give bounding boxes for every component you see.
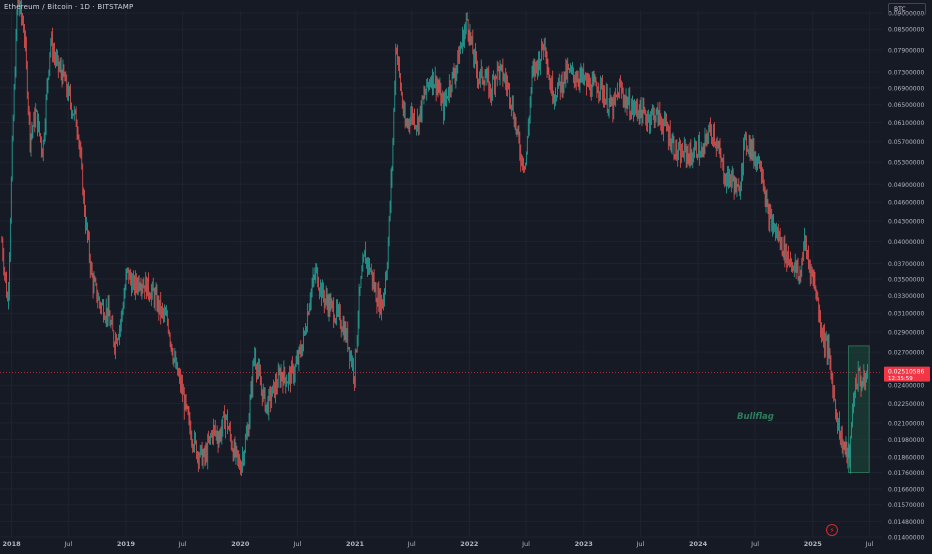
y-tick-label: 0.06100000	[888, 120, 924, 127]
x-tick-label: 2022	[460, 540, 478, 548]
y-tick-label: 0.02700000	[888, 350, 924, 357]
y-tick-label: 0.04300000	[888, 219, 924, 226]
y-tick-label: 0.06900000	[888, 85, 924, 92]
y-tick-label: 0.04900000	[888, 182, 924, 189]
x-tick-label: 2020	[231, 540, 250, 548]
y-tick-label: 0.01480000	[888, 519, 924, 526]
y-tick-label: 0.08500000	[888, 27, 924, 34]
x-tick-label: 2021	[346, 540, 365, 548]
x-tick-label: Jul	[750, 540, 759, 548]
x-tick-label: 2024	[689, 540, 708, 548]
symbol-title: Ethereum / Bitcoin · 1D · BITSTAMP	[4, 3, 134, 11]
current-price-value: 0.02510586	[888, 369, 924, 376]
y-tick-label: 0.01400000	[888, 535, 924, 542]
y-tick-label: 0.01570000	[888, 502, 924, 509]
y-tick-label: 0.01760000	[888, 470, 924, 477]
current-price-countdown: 12:35:59	[888, 376, 913, 382]
y-tick-label: 0.01660000	[888, 487, 924, 494]
y-tick-label: 0.02900000	[888, 329, 924, 336]
bullflag-box	[848, 345, 870, 473]
lightning-icon[interactable]: ⚡	[826, 524, 838, 536]
x-tick-label: Jul	[865, 540, 874, 548]
y-tick-label: 0.07300000	[888, 70, 924, 77]
y-tick-label: 0.01860000	[888, 455, 924, 462]
y-tick-label: 0.03500000	[888, 277, 924, 284]
current-price-tag	[884, 366, 930, 382]
x-tick-label: Jul	[63, 540, 72, 548]
y-tick-label: 0.04600000	[888, 200, 924, 207]
y-tick-label: 0.03100000	[888, 311, 924, 318]
x-tick-label: 2019	[117, 540, 136, 548]
price-axis: 0.090000000.085000000.079000000.07300000…	[888, 11, 924, 542]
time-axis: 2018 Jul 2019 Jul 2020 Jul 2021 Jul 2022 Jul 2023 J…	[3, 540, 874, 548]
currency-button[interactable]: BTC	[888, 3, 926, 15]
x-tick-label: Jul	[292, 540, 301, 548]
y-tick-label: 0.03700000	[888, 261, 924, 268]
y-tick-label: 0.02250000	[888, 401, 924, 408]
x-tick-label: Jul	[178, 540, 187, 548]
y-tick-label: 0.04000000	[888, 239, 924, 246]
y-tick-label: 0.05700000	[888, 139, 924, 146]
y-tick-label: 0.07900000	[888, 47, 924, 54]
x-tick-label: 2025	[804, 540, 823, 548]
x-tick-label: 2018	[3, 540, 22, 548]
bullflag-label: Bullflag	[737, 412, 774, 422]
grid-layer	[0, 10, 882, 538]
y-tick-label: 0.06500000	[888, 102, 924, 109]
x-tick-label: Jul	[636, 540, 645, 548]
x-tick-label: Jul	[521, 540, 530, 548]
candle-layer	[1, 0, 868, 476]
x-tick-label: Jul	[407, 540, 416, 548]
y-tick-label: 0.02400000	[888, 383, 924, 390]
y-tick-label: 0.05300000	[888, 160, 924, 167]
y-tick-label: 0.02100000	[888, 420, 924, 427]
y-tick-label: 0.01980000	[888, 437, 924, 444]
x-tick-label: 2023	[575, 540, 593, 548]
y-tick-label: 0.03300000	[888, 293, 924, 300]
